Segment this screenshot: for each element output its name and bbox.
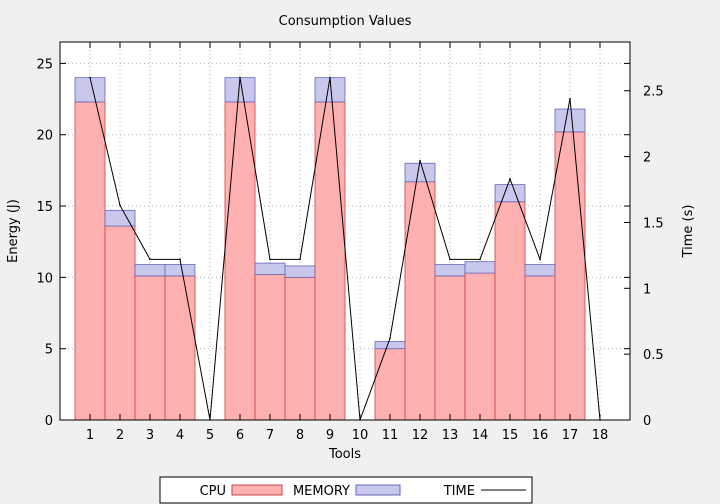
time-point-16 — [539, 258, 541, 261]
y-tick-label-3: 15 — [36, 200, 53, 215]
x-tick-label-16: 16 — [532, 428, 549, 443]
bar-memory-4 — [164, 264, 196, 277]
bar-memory-15 — [494, 184, 526, 203]
x-tick-label-7: 7 — [266, 428, 274, 443]
bar-memory-12 — [404, 162, 436, 183]
bar-cpu-11 — [374, 348, 406, 421]
x-tick-label-17: 17 — [562, 428, 579, 443]
bar-cpu-3 — [134, 275, 166, 421]
bar-memory-1 — [74, 77, 106, 103]
bar-memory-16 — [524, 264, 556, 277]
time-point-12 — [419, 159, 421, 162]
y-tick-label-0: 0 — [45, 414, 53, 429]
y-axis-label: Energy (J) — [6, 199, 21, 263]
bar-cpu-13 — [434, 275, 466, 421]
bar-memory-14 — [464, 261, 496, 274]
bar-memory-11 — [374, 341, 406, 350]
x-tick-label-4: 4 — [176, 428, 184, 443]
bar-cpu-4 — [164, 275, 196, 421]
bar-cpu-12 — [404, 181, 436, 421]
time-point-2 — [119, 204, 121, 207]
legend: CPU MEMORY TIME — [159, 476, 533, 504]
bars — [74, 77, 586, 421]
x-tick-label-12: 12 — [412, 428, 429, 443]
x-tick-label-15: 15 — [502, 428, 519, 443]
time-point-4 — [179, 258, 181, 261]
time-point-7 — [269, 258, 271, 261]
bar-cpu-15 — [494, 201, 526, 421]
time-point-17 — [569, 97, 571, 100]
bar-cpu-1 — [74, 101, 106, 421]
bar-cpu-2 — [104, 225, 136, 421]
legend-label-time: TIME — [443, 484, 475, 499]
time-point-6 — [239, 76, 241, 79]
y2-tick-label-5: 2.5 — [643, 85, 664, 100]
bar-cpu-8 — [284, 276, 316, 421]
x-tick-label-2: 2 — [116, 428, 124, 443]
bar-memory-13 — [434, 264, 466, 277]
time-point-13 — [449, 258, 451, 261]
y2-tick-label-3: 1.5 — [643, 216, 664, 231]
bar-cpu-9 — [314, 101, 346, 421]
y2-tick-label-0: 0 — [643, 414, 651, 429]
bar-memory-8 — [284, 265, 316, 278]
x-axis-label: Tools — [328, 447, 361, 462]
x-tick-label-13: 13 — [442, 428, 459, 443]
legend-box — [159, 476, 533, 504]
time-point-15 — [509, 178, 511, 180]
bar-cpu-7 — [254, 274, 286, 421]
y2-tick-label-2: 1 — [643, 282, 651, 297]
x-tick-label-6: 6 — [236, 428, 244, 443]
bar-cpu-14 — [464, 272, 496, 421]
bar-cpu-17 — [554, 131, 586, 421]
y-tick-label-4: 20 — [36, 129, 53, 144]
legend-label-memory: MEMORY — [293, 484, 350, 499]
x-tick-label-10: 10 — [352, 428, 369, 443]
legend-swatch-cpu — [231, 484, 283, 496]
y2-tick-label-4: 2 — [643, 151, 651, 166]
x-tick-label-18: 18 — [592, 428, 609, 443]
y-tick-label-1: 5 — [45, 343, 53, 358]
time-point-9 — [329, 76, 331, 79]
x-tick-label-3: 3 — [146, 428, 154, 443]
x-tick-label-11: 11 — [382, 428, 399, 443]
bar-memory-2 — [104, 209, 136, 227]
y2-tick-label-1: 0.5 — [643, 348, 664, 363]
x-tick-label-8: 8 — [296, 428, 304, 443]
time-line — [89, 77, 601, 421]
x-tick-label-5: 5 — [206, 428, 214, 443]
chart-title: Consumption Values — [279, 14, 412, 29]
time-point-8 — [299, 258, 301, 261]
time-point-1 — [89, 76, 91, 79]
y2-axis-label: Time (s) — [681, 205, 696, 259]
time-point-14 — [479, 258, 481, 261]
x-tick-label-14: 14 — [472, 428, 489, 443]
bar-cpu-6 — [224, 101, 256, 421]
bar-memory-17 — [554, 108, 586, 133]
bar-cpu-16 — [524, 275, 556, 421]
y-tick-label-2: 10 — [36, 271, 53, 286]
x-tick-label-9: 9 — [326, 428, 334, 443]
bar-memory-7 — [254, 262, 286, 275]
bar-memory-3 — [134, 264, 166, 277]
time-point-11 — [389, 337, 391, 340]
plot-frame — [59, 41, 631, 421]
legend-label-cpu: CPU — [200, 484, 226, 499]
time-point-3 — [149, 258, 151, 261]
x-tick-label-1: 1 — [86, 428, 94, 443]
legend-swatch-memory — [355, 484, 401, 496]
y-tick-label-5: 25 — [36, 57, 53, 72]
